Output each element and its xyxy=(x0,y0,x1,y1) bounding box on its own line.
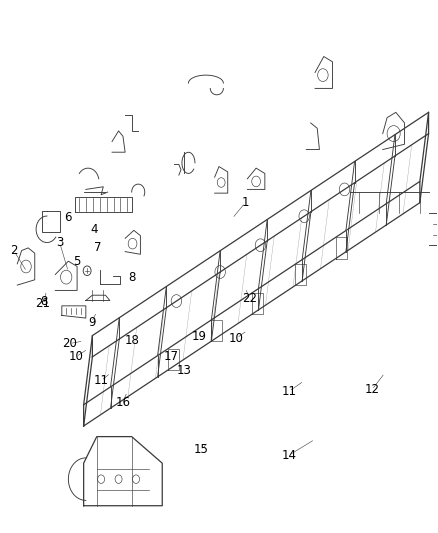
Text: 8: 8 xyxy=(41,295,48,308)
Text: 11: 11 xyxy=(281,385,297,398)
Text: 16: 16 xyxy=(116,395,131,409)
Text: 10: 10 xyxy=(229,332,244,345)
Text: 18: 18 xyxy=(125,334,140,348)
Text: 4: 4 xyxy=(91,223,98,236)
Text: 10: 10 xyxy=(68,350,83,364)
Text: 14: 14 xyxy=(281,449,297,462)
Text: 1: 1 xyxy=(241,196,249,209)
Text: 12: 12 xyxy=(364,383,379,397)
Text: 19: 19 xyxy=(192,330,207,343)
Text: 17: 17 xyxy=(163,350,178,364)
Text: 6: 6 xyxy=(65,211,72,224)
Text: 5: 5 xyxy=(74,255,81,268)
Text: 20: 20 xyxy=(62,337,77,350)
Text: 22: 22 xyxy=(242,292,257,305)
Text: 15: 15 xyxy=(194,443,209,456)
Text: 13: 13 xyxy=(177,364,191,377)
Text: 9: 9 xyxy=(88,316,95,329)
Text: 11: 11 xyxy=(94,374,109,387)
Text: 8: 8 xyxy=(128,271,135,284)
Text: 2: 2 xyxy=(10,244,18,257)
Text: 7: 7 xyxy=(94,241,101,254)
Text: 21: 21 xyxy=(35,297,49,310)
Text: 3: 3 xyxy=(56,236,64,249)
